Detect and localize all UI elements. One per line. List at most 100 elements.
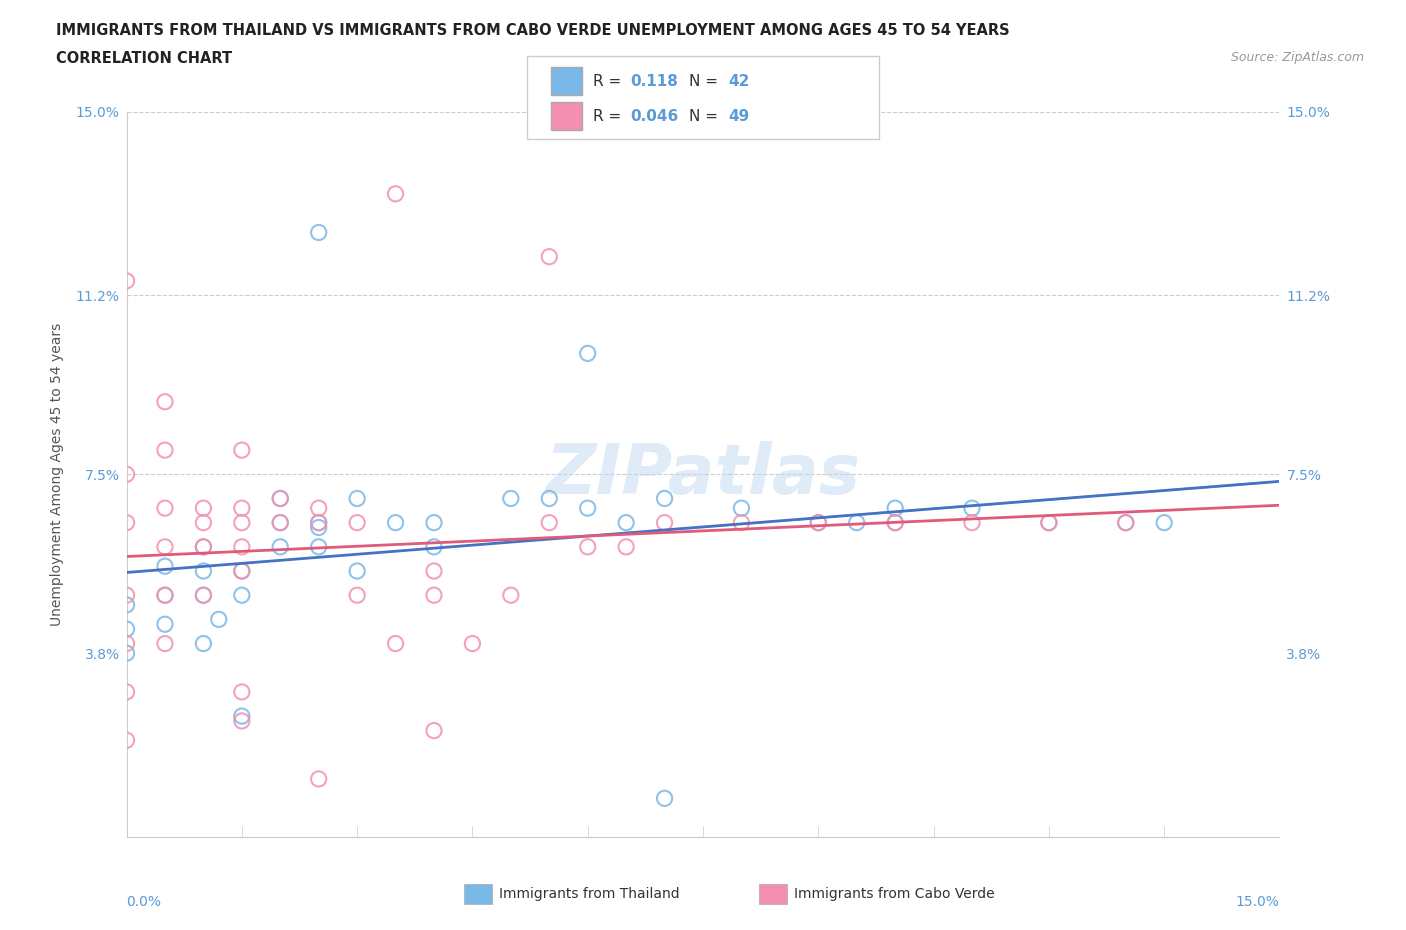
Point [845,515,868,530]
Point [654,790,676,805]
Point [614,539,637,554]
Text: Source: ZipAtlas.com: Source: ZipAtlas.com [1230,51,1364,64]
Text: CORRELATION CHART: CORRELATION CHART [56,51,232,66]
Text: 15.0%: 15.0% [1236,895,1279,909]
Point [231,500,253,515]
Point [269,539,291,554]
Point [231,443,253,458]
Point [115,467,138,482]
Point [346,588,368,603]
Text: 49: 49 [728,109,749,124]
Point [269,491,291,506]
Point [308,515,330,530]
Point [231,515,253,530]
Point [193,588,215,603]
Point [115,733,138,748]
Point [423,539,446,554]
Point [730,500,752,515]
Point [1153,515,1175,530]
Point [153,588,176,603]
Point [960,500,983,515]
Point [208,612,231,627]
Point [538,491,561,506]
Point [346,564,368,578]
Point [499,491,522,506]
Text: N =: N = [689,73,723,88]
Point [153,394,176,409]
Point [654,491,676,506]
Point [193,539,215,554]
Point [115,621,138,636]
Point [654,515,676,530]
Point [153,636,176,651]
Point [231,539,253,554]
Point [193,515,215,530]
Point [231,684,253,699]
Point [153,588,176,603]
Point [614,515,637,530]
Point [499,588,522,603]
Point [384,186,406,201]
Point [153,617,176,631]
Point [1115,515,1137,530]
Point [461,636,484,651]
Point [231,588,253,603]
Point [153,443,176,458]
Point [346,491,368,506]
Point [308,515,330,530]
Point [269,515,291,530]
Point [193,539,215,554]
Point [115,597,138,612]
Point [576,539,599,554]
Point [153,500,176,515]
Point [384,636,406,651]
Point [231,709,253,724]
Point [1115,515,1137,530]
Point [1038,515,1060,530]
Point [346,515,368,530]
Point [807,515,830,530]
Point [269,491,291,506]
Text: ZIPatlas: ZIPatlas [546,441,860,508]
Point [884,515,907,530]
Point [308,772,330,787]
Point [193,500,215,515]
Text: R =: R = [593,109,627,124]
Point [153,539,176,554]
Y-axis label: Unemployment Among Ages 45 to 54 years: Unemployment Among Ages 45 to 54 years [51,323,65,626]
Point [576,346,599,361]
Point [423,564,446,578]
Text: 42: 42 [728,73,749,88]
Point [538,515,561,530]
Point [1038,515,1060,530]
Point [193,588,215,603]
Point [884,515,907,530]
Point [384,515,406,530]
Point [115,515,138,530]
Point [115,684,138,699]
Point [115,636,138,651]
Point [730,515,752,530]
Point [193,564,215,578]
Text: R =: R = [593,73,627,88]
Text: 0.0%: 0.0% [127,895,162,909]
Point [231,564,253,578]
Point [115,273,138,288]
Point [576,500,599,515]
Point [193,636,215,651]
Point [538,249,561,264]
Point [308,539,330,554]
Text: N =: N = [689,109,723,124]
Text: Immigrants from Thailand: Immigrants from Thailand [499,886,679,901]
Point [308,500,330,515]
Point [884,500,907,515]
Point [115,588,138,603]
Point [231,564,253,578]
Text: IMMIGRANTS FROM THAILAND VS IMMIGRANTS FROM CABO VERDE UNEMPLOYMENT AMONG AGES 4: IMMIGRANTS FROM THAILAND VS IMMIGRANTS F… [56,23,1010,38]
Point [807,515,830,530]
Point [308,225,330,240]
Point [423,515,446,530]
Point [153,559,176,574]
Text: 0.046: 0.046 [630,109,678,124]
Text: Immigrants from Cabo Verde: Immigrants from Cabo Verde [794,886,995,901]
